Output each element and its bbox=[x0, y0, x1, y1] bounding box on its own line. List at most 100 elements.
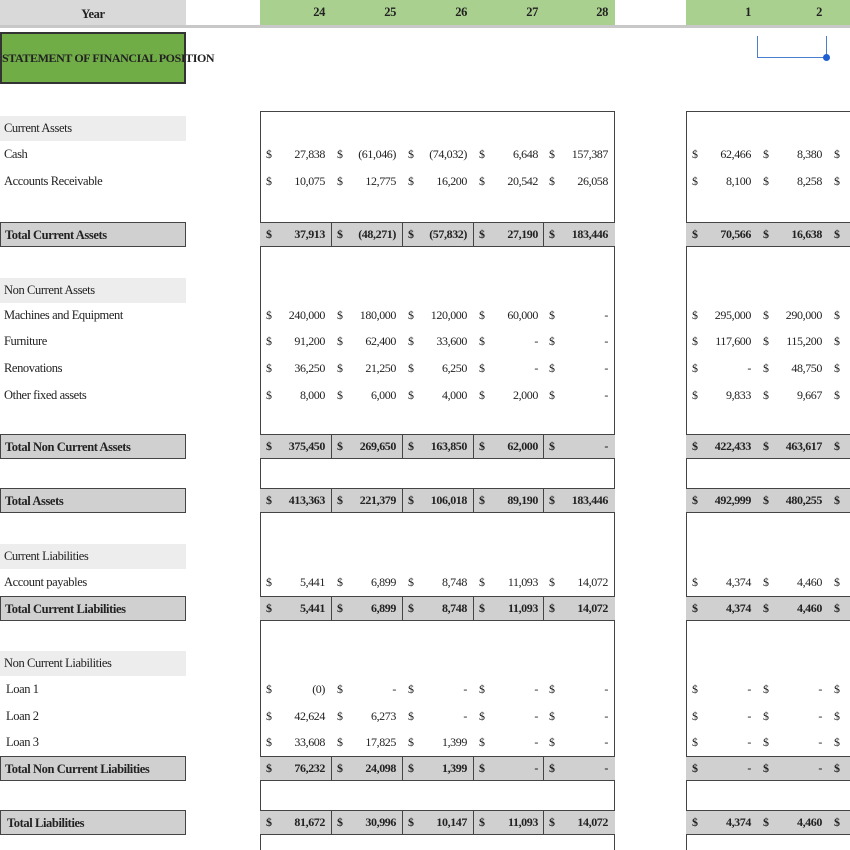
row-label[interactable]: Renovations bbox=[4, 361, 63, 375]
value-cell[interactable]: $26,058 bbox=[543, 169, 614, 194]
value-cell[interactable]: $62,400 bbox=[331, 329, 402, 354]
year-header-cell[interactable]: 2 bbox=[816, 5, 822, 19]
row-label[interactable]: Current Liabilities bbox=[0, 544, 186, 569]
value-cell[interactable]: $14,072 bbox=[543, 596, 614, 621]
value-cell[interactable]: $6,899 bbox=[331, 596, 402, 621]
value-cell[interactable]: $9,833 bbox=[686, 383, 757, 408]
value-cell[interactable]: $4,460 bbox=[757, 596, 828, 621]
value-cell[interactable]: $269,650 bbox=[331, 434, 402, 459]
value-cell[interactable]: $ - bbox=[543, 434, 614, 459]
value-cell[interactable]: $163,850 bbox=[402, 434, 473, 459]
value-cell[interactable]: $27,190 bbox=[473, 222, 544, 247]
value-cell[interactable]: $ - bbox=[331, 677, 402, 702]
value-cell[interactable]: $492,999 bbox=[686, 488, 757, 513]
value-cell[interactable]: $4,374 bbox=[686, 810, 757, 835]
value-cell[interactable]: $62,000 bbox=[473, 434, 544, 459]
fill-handle[interactable] bbox=[823, 54, 830, 61]
value-cell[interactable]: $81,672 bbox=[260, 810, 331, 835]
value-cell[interactable]: $10,075 bbox=[260, 169, 331, 194]
value-cell[interactable]: $ - bbox=[473, 730, 544, 755]
value-cell[interactable]: $11,093 bbox=[473, 570, 544, 595]
value-cell[interactable]: $ bbox=[828, 303, 850, 328]
value-cell[interactable]: $ - bbox=[686, 704, 757, 729]
row-label[interactable]: Loan 2 bbox=[6, 709, 39, 723]
row-label[interactable]: Total Current Assets bbox=[0, 222, 186, 247]
value-cell[interactable]: $8,380 bbox=[757, 142, 828, 167]
value-cell[interactable]: $ bbox=[828, 596, 850, 621]
value-cell[interactable]: $ - bbox=[543, 730, 614, 755]
value-cell[interactable]: $ bbox=[828, 356, 850, 381]
value-cell[interactable]: $ - bbox=[543, 704, 614, 729]
value-cell[interactable]: $ - bbox=[543, 329, 614, 354]
value-cell[interactable]: $16,638 bbox=[757, 222, 828, 247]
value-cell[interactable]: $36,250 bbox=[260, 356, 331, 381]
value-cell[interactable]: $8,748 bbox=[402, 596, 473, 621]
value-cell[interactable]: $463,617 bbox=[757, 434, 828, 459]
value-cell[interactable]: $24,098 bbox=[331, 756, 402, 781]
value-cell[interactable]: $ bbox=[828, 810, 850, 835]
value-cell[interactable]: $ (74,032) bbox=[402, 142, 473, 167]
value-cell[interactable]: $48,750 bbox=[757, 356, 828, 381]
value-cell[interactable]: $180,000 bbox=[331, 303, 402, 328]
value-cell[interactable]: $375,450 bbox=[260, 434, 331, 459]
value-cell[interactable]: $ - bbox=[757, 704, 828, 729]
value-cell[interactable]: $106,018 bbox=[402, 488, 473, 513]
year-header-cell[interactable]: 1 bbox=[745, 5, 751, 19]
value-cell[interactable]: $70,566 bbox=[686, 222, 757, 247]
value-cell[interactable]: $6,273 bbox=[331, 704, 402, 729]
row-label[interactable]: Non Current Liabilities bbox=[0, 651, 186, 676]
value-cell[interactable]: $6,648 bbox=[473, 142, 544, 167]
value-cell[interactable]: $33,608 bbox=[260, 730, 331, 755]
row-label[interactable]: Total Non Current Assets bbox=[0, 434, 186, 459]
value-cell[interactable]: $ bbox=[828, 222, 850, 247]
value-cell[interactable]: $11,093 bbox=[473, 596, 544, 621]
value-cell[interactable]: $ - bbox=[686, 756, 757, 781]
value-cell[interactable]: $ - bbox=[757, 730, 828, 755]
value-cell[interactable]: $ bbox=[828, 756, 850, 781]
row-label[interactable]: Other fixed assets bbox=[4, 388, 87, 402]
value-cell[interactable]: $2,000 bbox=[473, 383, 544, 408]
value-cell[interactable]: $6,000 bbox=[331, 383, 402, 408]
cell-selection-range[interactable] bbox=[757, 36, 827, 58]
value-cell[interactable]: $4,460 bbox=[757, 810, 828, 835]
value-cell[interactable]: $33,600 bbox=[402, 329, 473, 354]
value-cell[interactable]: $10,147 bbox=[402, 810, 473, 835]
value-cell[interactable]: $ (0) bbox=[260, 677, 331, 702]
value-cell[interactable]: $157,387 bbox=[543, 142, 614, 167]
value-cell[interactable]: $ - bbox=[543, 356, 614, 381]
year-header-cell[interactable]: 24 bbox=[313, 5, 325, 19]
value-cell[interactable]: $17,825 bbox=[331, 730, 402, 755]
value-cell[interactable]: $4,374 bbox=[686, 570, 757, 595]
value-cell[interactable]: $4,374 bbox=[686, 596, 757, 621]
value-cell[interactable]: $11,093 bbox=[473, 810, 544, 835]
value-cell[interactable]: $6,899 bbox=[331, 570, 402, 595]
year-header-cell[interactable]: 25 bbox=[384, 5, 396, 19]
value-cell[interactable]: $115,200 bbox=[757, 329, 828, 354]
value-cell[interactable]: $ - bbox=[473, 704, 544, 729]
value-cell[interactable]: $ - bbox=[543, 303, 614, 328]
value-cell[interactable]: $91,200 bbox=[260, 329, 331, 354]
row-label[interactable]: Total Assets bbox=[0, 488, 186, 513]
value-cell[interactable]: $21,250 bbox=[331, 356, 402, 381]
value-cell[interactable]: $ bbox=[828, 383, 850, 408]
value-cell[interactable]: $413,363 bbox=[260, 488, 331, 513]
value-cell[interactable]: $60,000 bbox=[473, 303, 544, 328]
value-cell[interactable]: $ (48,271) bbox=[331, 222, 402, 247]
value-cell[interactable]: $ bbox=[828, 570, 850, 595]
value-cell[interactable]: $4,000 bbox=[402, 383, 473, 408]
value-cell[interactable]: $221,379 bbox=[331, 488, 402, 513]
value-cell[interactable]: $480,255 bbox=[757, 488, 828, 513]
value-cell[interactable]: $117,600 bbox=[686, 329, 757, 354]
value-cell[interactable]: $14,072 bbox=[543, 810, 614, 835]
value-cell[interactable]: $4,460 bbox=[757, 570, 828, 595]
value-cell[interactable]: $1,399 bbox=[402, 756, 473, 781]
row-label[interactable]: Total Liabilities bbox=[0, 810, 186, 835]
value-cell[interactable]: $ - bbox=[473, 329, 544, 354]
value-cell[interactable]: $8,100 bbox=[686, 169, 757, 194]
value-cell[interactable]: $120,000 bbox=[402, 303, 473, 328]
value-cell[interactable]: $ - bbox=[686, 356, 757, 381]
value-cell[interactable]: $12,775 bbox=[331, 169, 402, 194]
value-cell[interactable]: $76,232 bbox=[260, 756, 331, 781]
value-cell[interactable]: $20,542 bbox=[473, 169, 544, 194]
value-cell[interactable]: $422,433 bbox=[686, 434, 757, 459]
